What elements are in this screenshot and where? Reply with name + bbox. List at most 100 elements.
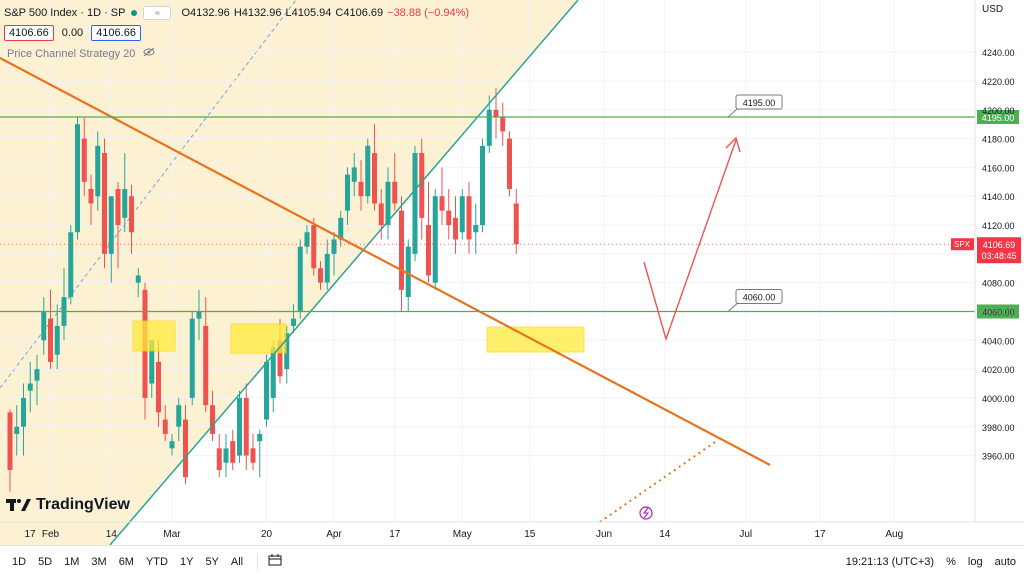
timeframe-all[interactable]: All <box>230 555 244 568</box>
price-badge <box>977 237 1021 264</box>
support-zone <box>230 323 287 354</box>
candle-body <box>297 246 303 312</box>
candle-body <box>399 210 404 290</box>
tradingview-logo[interactable]: TradingView <box>6 496 130 514</box>
buy-price-button[interactable]: 4106.66 <box>91 25 141 41</box>
strategy-name[interactable]: Price Channel Strategy 20 <box>7 47 136 60</box>
level-callout: 4195.00 <box>727 94 783 118</box>
candle-body <box>156 361 161 413</box>
symbol-title[interactable]: S&P 500 Index · 1D · SP <box>4 7 126 19</box>
candle-body <box>473 225 479 233</box>
candle-body <box>129 196 134 233</box>
channel-midline <box>0 0 297 389</box>
price-chart[interactable]: 4195.00 4060.00 4195.00 4060.00 3960.00 3980… <box>0 0 1024 546</box>
candle-body <box>500 117 506 132</box>
candle-body <box>149 340 155 384</box>
candle-body <box>291 318 296 326</box>
percent-toggle[interactable]: % <box>946 555 956 568</box>
candle-body <box>21 397 26 427</box>
x-tick-label: May <box>453 529 472 540</box>
candle-body <box>351 167 357 182</box>
candle-body <box>27 383 33 391</box>
timeframe-1m[interactable]: 1M <box>64 555 80 568</box>
timeframe-3m[interactable]: 3M <box>91 555 107 568</box>
timeframe-5y[interactable]: 5Y <box>205 555 219 568</box>
candle-body <box>486 109 492 146</box>
candle-body <box>75 124 80 233</box>
candle-body <box>385 181 391 226</box>
candle-body <box>183 419 188 478</box>
y-tick-label: 4000.00 <box>982 394 1015 404</box>
candle-body <box>345 174 350 211</box>
candle-body <box>365 145 371 197</box>
candle-body <box>41 311 47 341</box>
clock[interactable]: 19:21:13 (UTC+3) <box>845 555 935 568</box>
forecast-arrowhead <box>725 136 741 153</box>
strategy-legend[interactable]: Price Channel Strategy 20 <box>7 47 155 60</box>
support-zone <box>132 320 176 352</box>
candle-body <box>439 196 445 211</box>
spread-value: 0.00 <box>61 27 84 39</box>
candle-body <box>54 325 60 355</box>
time-axis[interactable]: 17 Feb 14 Mar 20 Apr 17 May 15 Jun 14 Jul 17 Aug <box>0 521 1024 540</box>
candle-body <box>372 153 377 204</box>
candle-body <box>223 448 229 463</box>
currency-label[interactable]: USD <box>982 4 1004 15</box>
change-value: −38.88 (−0.94%) <box>387 7 470 19</box>
candle-body <box>378 203 384 226</box>
channel-shade <box>0 0 578 545</box>
candle-body <box>270 347 276 398</box>
y-tick-label: 4160.00 <box>982 163 1015 173</box>
date-range-icon[interactable] <box>268 554 282 569</box>
compare-icon[interactable]: ≈ <box>143 6 172 20</box>
timeframe-6m[interactable]: 6M <box>118 555 134 568</box>
y-tick-label: 4140.00 <box>982 192 1015 202</box>
candle-body <box>318 268 323 283</box>
candle-body <box>216 448 222 470</box>
y-tick-label: 4060.00 <box>982 307 1015 317</box>
timeframe-1y[interactable]: 1Y <box>179 555 194 568</box>
y-tick-label: 4020.00 <box>982 365 1015 375</box>
candle-body <box>81 138 87 182</box>
candle-body <box>426 225 431 276</box>
candle-body <box>108 196 114 254</box>
candle-body <box>446 210 452 226</box>
log-toggle[interactable]: log <box>967 555 983 568</box>
price-axis[interactable]: 4195.00 4060.00 3960.00 3980.00 4000.00 4020.… <box>951 0 1021 522</box>
callout-box <box>735 94 783 110</box>
market-status-icon[interactable] <box>131 10 138 16</box>
y-tick-label: 3980.00 <box>982 423 1015 433</box>
channel-lower-line <box>109 0 579 546</box>
axis-level-badge <box>977 304 1019 319</box>
candle-body <box>95 145 101 197</box>
candle-body <box>122 189 128 218</box>
symbol-badge-label: SPX <box>954 240 971 249</box>
candle-body <box>324 253 330 283</box>
candle-body <box>264 361 269 420</box>
candle-body <box>250 448 256 463</box>
grid-lines <box>0 0 975 522</box>
x-tick-label: Apr <box>326 529 342 540</box>
candle-body <box>277 340 283 377</box>
timeframe-1d[interactable]: 1D <box>12 555 27 568</box>
candle-body <box>480 145 485 226</box>
x-tick-label: 20 <box>261 529 273 540</box>
timeframe-ytd[interactable]: YTD <box>145 555 168 568</box>
channel-zones <box>0 0 578 545</box>
auto-toggle[interactable]: auto <box>994 555 1016 568</box>
candle-body <box>34 369 40 381</box>
y-tick-label: 4080.00 <box>982 279 1015 289</box>
timeframe-5d[interactable]: 5D <box>38 555 53 568</box>
x-tick-label: 17 <box>389 529 401 540</box>
callout-label: 4195.00 <box>743 98 776 108</box>
x-tick-label: 14 <box>659 529 671 540</box>
lightning-icon <box>642 507 650 519</box>
projected-trend-line <box>599 439 719 523</box>
price-badge-value: 4106.69 <box>983 240 1016 250</box>
sell-price-button[interactable]: 4106.66 <box>4 25 54 41</box>
hidden-eye-icon[interactable] <box>143 47 155 60</box>
candle-body <box>311 225 317 269</box>
candle-body <box>210 405 215 434</box>
y-tick-label: 4220.00 <box>982 77 1015 87</box>
